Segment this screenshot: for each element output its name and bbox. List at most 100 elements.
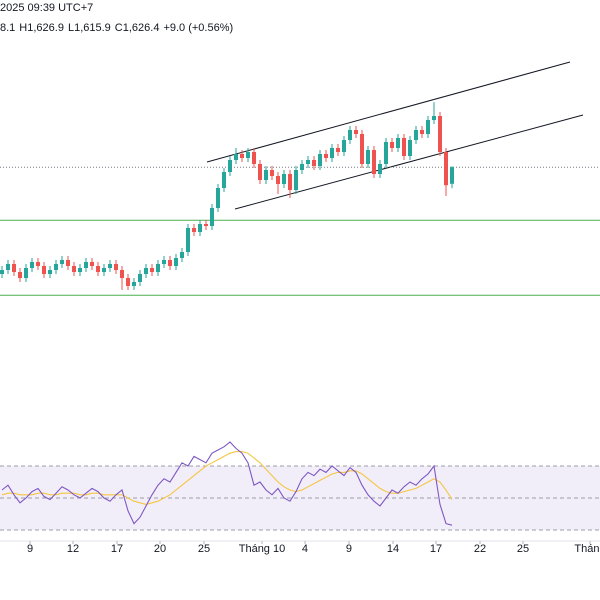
candle-body [353,130,358,134]
candle-body [257,164,262,180]
candle-body [0,270,4,274]
x-tick-label: 14 [387,543,399,555]
candle-body [59,260,64,264]
x-tick-label: 20 [154,543,166,555]
candle-body [203,224,208,226]
candle-body [341,140,346,152]
x-tick-label: Tháng 10 [239,543,285,555]
candle-body [395,138,400,148]
candle-body [119,270,124,278]
candle-body [293,170,298,190]
candle-body [107,264,112,268]
candle-body [227,160,232,172]
candle-body [143,268,148,274]
x-tick-label: 25 [517,543,529,555]
candle-body [311,160,316,166]
candle-body [449,167,454,184]
x-tick-label: Tháng [574,543,600,555]
ohlc-field: 1,626.9 [27,22,64,34]
candle-body [101,268,106,272]
candle-body [317,154,322,166]
candle-body [215,188,220,208]
candle-body [437,116,442,152]
candle-body [95,266,100,272]
candle-body [269,170,274,176]
candle-body [245,152,250,158]
candle-body [71,266,76,272]
rsi-line [1,441,453,526]
x-tick-label: 12 [67,543,79,555]
candle-body [443,152,448,186]
ohlc-field: 8.1 [0,22,15,34]
rsi-band [0,466,600,530]
candle-body [263,170,268,180]
candle-body [251,152,256,164]
header-time: 2025 09:39 UTC+7 [0,2,93,14]
ohlc-field: 1,615.9 [74,22,111,34]
x-tick-label: 4 [302,543,308,555]
x-tick-label: 9 [346,543,352,555]
candle-body [299,164,304,170]
candle-body [167,260,172,266]
candle-body [65,260,70,266]
channel-lower [234,114,584,210]
candle-body [47,270,52,274]
candle-body [323,154,328,158]
candle-body [281,174,286,184]
candle-body [41,266,46,274]
candle-body [413,130,418,140]
candle-body [29,262,34,268]
candle-body [335,148,340,152]
candle-body [209,208,214,226]
candle-body [221,172,226,188]
candle-body [155,264,160,272]
candle-body [347,130,352,140]
candle-body [53,264,58,270]
candle-body [77,268,82,272]
x-tick-label: 22 [474,543,486,555]
ohlc-field: C [115,22,123,34]
ohlc-field: H [19,22,27,34]
candle-body [11,264,16,272]
x-tick-label: 9 [27,543,33,555]
candle-body [233,154,238,160]
x-tick-label: 17 [430,543,442,555]
candle-body [329,148,334,158]
candle-body [275,176,280,184]
ohlc-field: 1,626.4 [123,22,160,34]
candle-body [305,160,310,164]
candle-body [431,116,436,120]
candle-body [287,174,292,190]
candle-body [401,138,406,156]
candle-body [359,134,364,164]
ohlc-field: +9.0 (+0.56%) [163,22,233,34]
candle-body [83,262,88,268]
candle-body [137,274,142,282]
x-tick-label: 25 [198,543,210,555]
ohlc-field: L [68,22,74,34]
candle-body [113,264,118,270]
candle-body [377,164,382,174]
candle-body [407,140,412,156]
candle-body [425,120,430,134]
candle-body [371,150,376,174]
candle-body [125,278,130,286]
candle-body [419,130,424,134]
rsi-ma-line [1,451,453,505]
x-tick-label: 17 [111,543,123,555]
candle-body [239,154,244,158]
candle-body [149,268,154,272]
candle-body [161,260,166,264]
channel-upper [206,61,571,163]
candle-body [365,150,370,164]
candle-body [17,272,22,278]
candle-body [89,262,94,266]
candle-body [389,142,394,148]
candle-body [5,264,10,270]
candle-body [23,268,28,278]
ohlc-legend: 8.1 H 1,626.9 L 1,615.9 C 1,626.4 +9.0 (+0.56%) [0,22,233,34]
candle-body [191,228,196,232]
candle-body [185,228,190,252]
